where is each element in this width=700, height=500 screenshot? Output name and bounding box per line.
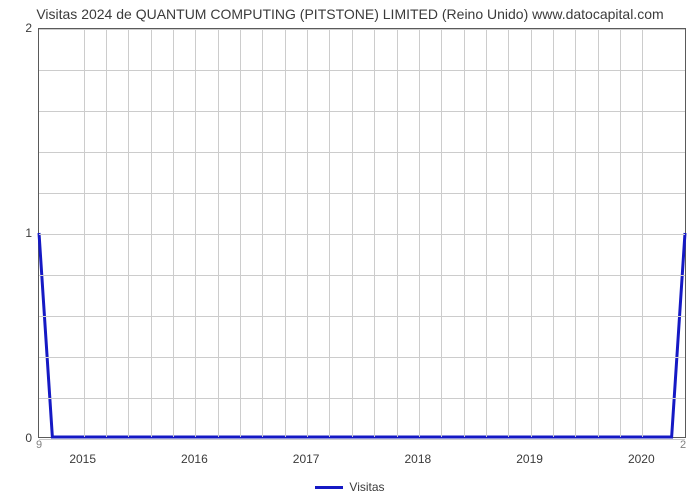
gridline-horizontal <box>39 29 685 30</box>
gridline-vertical <box>374 29 375 437</box>
gridline-vertical <box>553 29 554 437</box>
gridline-vertical <box>128 29 129 437</box>
gridline-vertical <box>508 29 509 437</box>
gridline-vertical <box>329 29 330 437</box>
gridline-vertical <box>173 29 174 437</box>
gridline-vertical <box>195 29 196 437</box>
x-tick-label: 2019 <box>516 452 543 466</box>
gridline-horizontal <box>39 398 685 399</box>
gridline-horizontal <box>39 234 685 235</box>
gridline-horizontal <box>39 275 685 276</box>
x-tick-label: 2017 <box>293 452 320 466</box>
gridline-vertical <box>151 29 152 437</box>
series-polyline <box>39 233 685 437</box>
gridline-horizontal <box>39 152 685 153</box>
gridline-vertical <box>642 29 643 437</box>
gridline-horizontal <box>39 70 685 71</box>
gridline-vertical <box>240 29 241 437</box>
gridline-horizontal <box>39 111 685 112</box>
gridline-horizontal <box>39 193 685 194</box>
x-tick-label: 2016 <box>181 452 208 466</box>
x-tick-label: 2020 <box>628 452 655 466</box>
gridline-vertical <box>285 29 286 437</box>
y-tick-label: 0 <box>14 431 32 445</box>
legend-label: Visitas <box>349 480 384 494</box>
chart-title: Visitas 2024 de QUANTUM COMPUTING (PITST… <box>0 6 700 22</box>
legend: Visitas <box>0 480 700 494</box>
series-line <box>39 29 685 437</box>
gridline-vertical <box>598 29 599 437</box>
gridline-vertical <box>531 29 532 437</box>
x-tick-label: 2015 <box>69 452 96 466</box>
secondary-axis-left-label: 9 <box>36 439 42 451</box>
gridline-vertical <box>106 29 107 437</box>
gridline-horizontal <box>39 357 685 358</box>
gridline-horizontal <box>39 316 685 317</box>
gridline-vertical <box>397 29 398 437</box>
gridline-vertical <box>486 29 487 437</box>
plot-area <box>38 28 686 438</box>
y-tick-label: 2 <box>14 21 32 35</box>
gridline-vertical <box>464 29 465 437</box>
gridline-vertical <box>575 29 576 437</box>
x-tick-label: 2018 <box>405 452 432 466</box>
gridline-vertical <box>441 29 442 437</box>
legend-swatch <box>315 486 343 489</box>
gridline-vertical <box>218 29 219 437</box>
gridline-vertical <box>620 29 621 437</box>
secondary-axis-right-label: 2 <box>680 439 686 451</box>
gridline-vertical <box>307 29 308 437</box>
gridline-vertical <box>84 29 85 437</box>
gridline-vertical <box>352 29 353 437</box>
gridline-vertical <box>262 29 263 437</box>
gridline-vertical <box>419 29 420 437</box>
gridline-horizontal <box>39 439 685 440</box>
y-tick-label: 1 <box>14 226 32 240</box>
